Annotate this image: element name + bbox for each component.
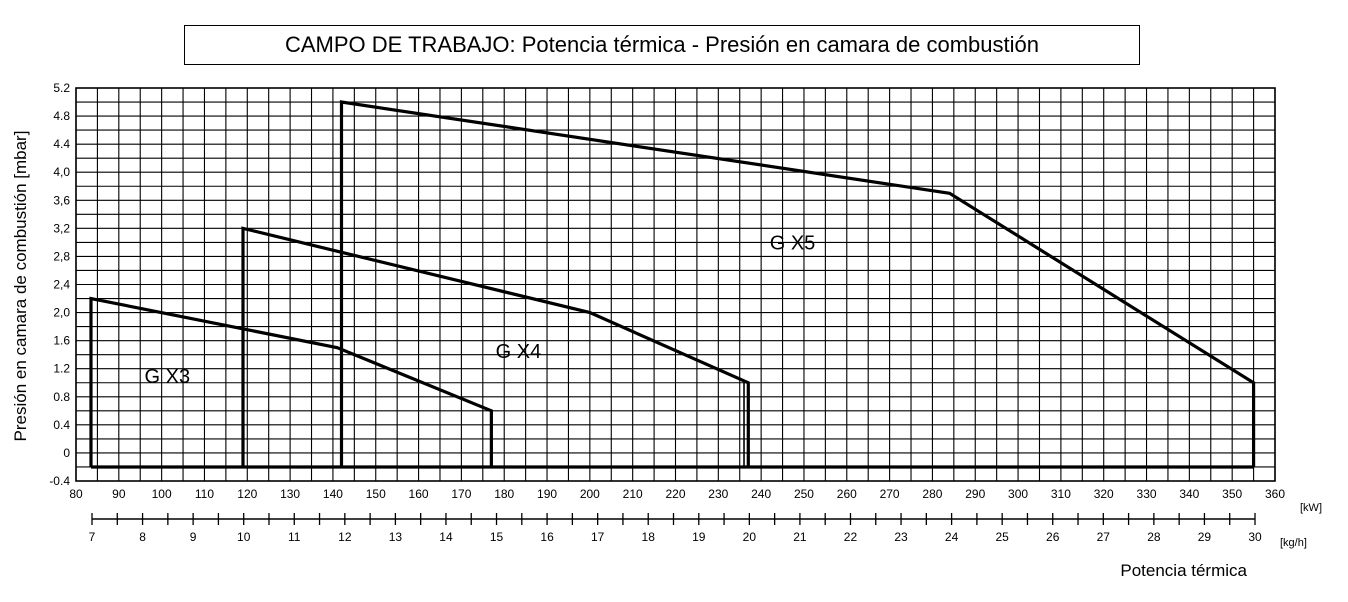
y-tick-label: 3,6 <box>53 193 70 207</box>
y-axis-title: Presión en camara de combustión [mbar] <box>11 131 30 442</box>
region-labels: G X3 G X4 G X5 <box>145 232 816 387</box>
x-tick-label: 300 <box>1008 487 1028 501</box>
kgh-tick-label: 7 <box>89 530 96 544</box>
x-tick-label: 260 <box>837 487 857 501</box>
kgh-tick-label: 26 <box>1046 530 1060 544</box>
y-tick-label: 0 <box>63 446 70 460</box>
kgh-tick-label: 19 <box>692 530 706 544</box>
x-tick-label: 230 <box>708 487 728 501</box>
y-axis-ticks: -0.4 0 0.4 0.8 1.2 1.6 2,0 2,4 2,8 3,2 3,6 4,0 4.4 4.… <box>49 81 70 488</box>
x-tick-label: 110 <box>195 487 214 501</box>
kw-unit-label: [kW] <box>1300 502 1322 514</box>
x-tick-label: 340 <box>1179 487 1199 501</box>
x-tick-label: 120 <box>237 487 257 501</box>
kgh-tick-label: 12 <box>338 530 352 544</box>
kgh-tick-label: 24 <box>945 530 959 544</box>
y-tick-label: -0.4 <box>49 474 70 488</box>
kgh-tick-label: 13 <box>389 530 403 544</box>
y-tick-label: 2,0 <box>53 306 70 320</box>
y-tick-label: 5.2 <box>53 81 70 95</box>
kgh-axis: 7 8 9 10 11 12 13 14 15 16 17 18 19 20 21 22 23 24 25 26 27 2… <box>89 513 1262 544</box>
y-tick-label: 4.8 <box>53 109 70 123</box>
kgh-tick-label: 11 <box>288 530 301 544</box>
kgh-tick-label: 9 <box>190 530 197 544</box>
x-tick-label: 220 <box>665 487 685 501</box>
x-tick-label: 130 <box>280 487 300 501</box>
kgh-tick-label: 21 <box>793 530 807 544</box>
x-tick-label: 140 <box>323 487 343 501</box>
y-tick-label: 2,4 <box>53 278 70 292</box>
x-axis-ticks: 80 90 100 110 120 130 140 150 160 170 180 190 200 210… <box>69 487 1285 501</box>
kgh-tick-label: 22 <box>844 530 858 544</box>
x-tick-label: 80 <box>69 487 83 501</box>
x-tick-label: 190 <box>537 487 557 501</box>
kgh-tick-label: 27 <box>1097 530 1111 544</box>
kgh-tick-label: 20 <box>743 530 757 544</box>
x-tick-label: 170 <box>451 487 471 501</box>
y-tick-label: 4.4 <box>53 137 70 151</box>
kgh-tick-label: 30 <box>1248 530 1262 544</box>
series-outline-g-x3 <box>89 296 493 467</box>
x-tick-label: 90 <box>112 487 126 501</box>
kgh-tick-label: 18 <box>642 530 656 544</box>
x-axis-title: Potencia térmica <box>1120 561 1247 580</box>
y-tick-label: 3,2 <box>53 221 70 235</box>
x-tick-label: 320 <box>1094 487 1114 501</box>
kgh-tick-label: 10 <box>237 530 251 544</box>
x-tick-label: 210 <box>623 487 643 501</box>
kgh-tick-label: 23 <box>894 530 908 544</box>
x-tick-label: 290 <box>965 487 985 501</box>
kgh-tick-label: 17 <box>591 530 605 544</box>
x-tick-label: 350 <box>1222 487 1242 501</box>
x-tick-label: 330 <box>1137 487 1157 501</box>
region-label-g-x4: G X4 <box>496 341 542 363</box>
y-tick-label: 1.6 <box>53 334 70 348</box>
kgh-tick-label: 25 <box>995 530 1009 544</box>
x-tick-label: 240 <box>751 487 771 501</box>
x-tick-label: 150 <box>366 487 386 501</box>
y-tick-label: 2,8 <box>53 249 70 263</box>
x-tick-label: 310 <box>1051 487 1071 501</box>
x-tick-label: 270 <box>880 487 900 501</box>
x-tick-label: 200 <box>580 487 600 501</box>
kgh-tick-label: 15 <box>490 530 504 544</box>
region-label-g-x5: G X5 <box>770 232 816 254</box>
kgh-tick-label: 29 <box>1198 530 1212 544</box>
series-layer <box>89 100 1256 469</box>
chart-title: CAMPO DE TRABAJO: Potencia térmica - Pre… <box>184 25 1140 65</box>
kgh-tick-label: 28 <box>1147 530 1161 544</box>
x-tick-label: 360 <box>1265 487 1285 501</box>
y-tick-label: 0.8 <box>53 390 70 404</box>
y-tick-label: 1.2 <box>53 362 70 376</box>
kgh-tick-label: 8 <box>139 530 146 544</box>
x-tick-label: 280 <box>922 487 942 501</box>
x-tick-label: 180 <box>494 487 514 501</box>
x-tick-label: 250 <box>794 487 814 501</box>
plot-frame <box>75 87 1276 482</box>
x-tick-label: 160 <box>409 487 429 501</box>
kgh-tick-label: 14 <box>439 530 453 544</box>
region-label-g-x3: G X3 <box>145 366 191 388</box>
y-tick-label: 4,0 <box>53 165 70 179</box>
x-tick-label: 100 <box>152 487 172 501</box>
y-tick-label: 0.4 <box>53 418 70 432</box>
kgh-unit-label: [kg/h] <box>1280 537 1307 549</box>
kgh-tick-label: 16 <box>540 530 554 544</box>
